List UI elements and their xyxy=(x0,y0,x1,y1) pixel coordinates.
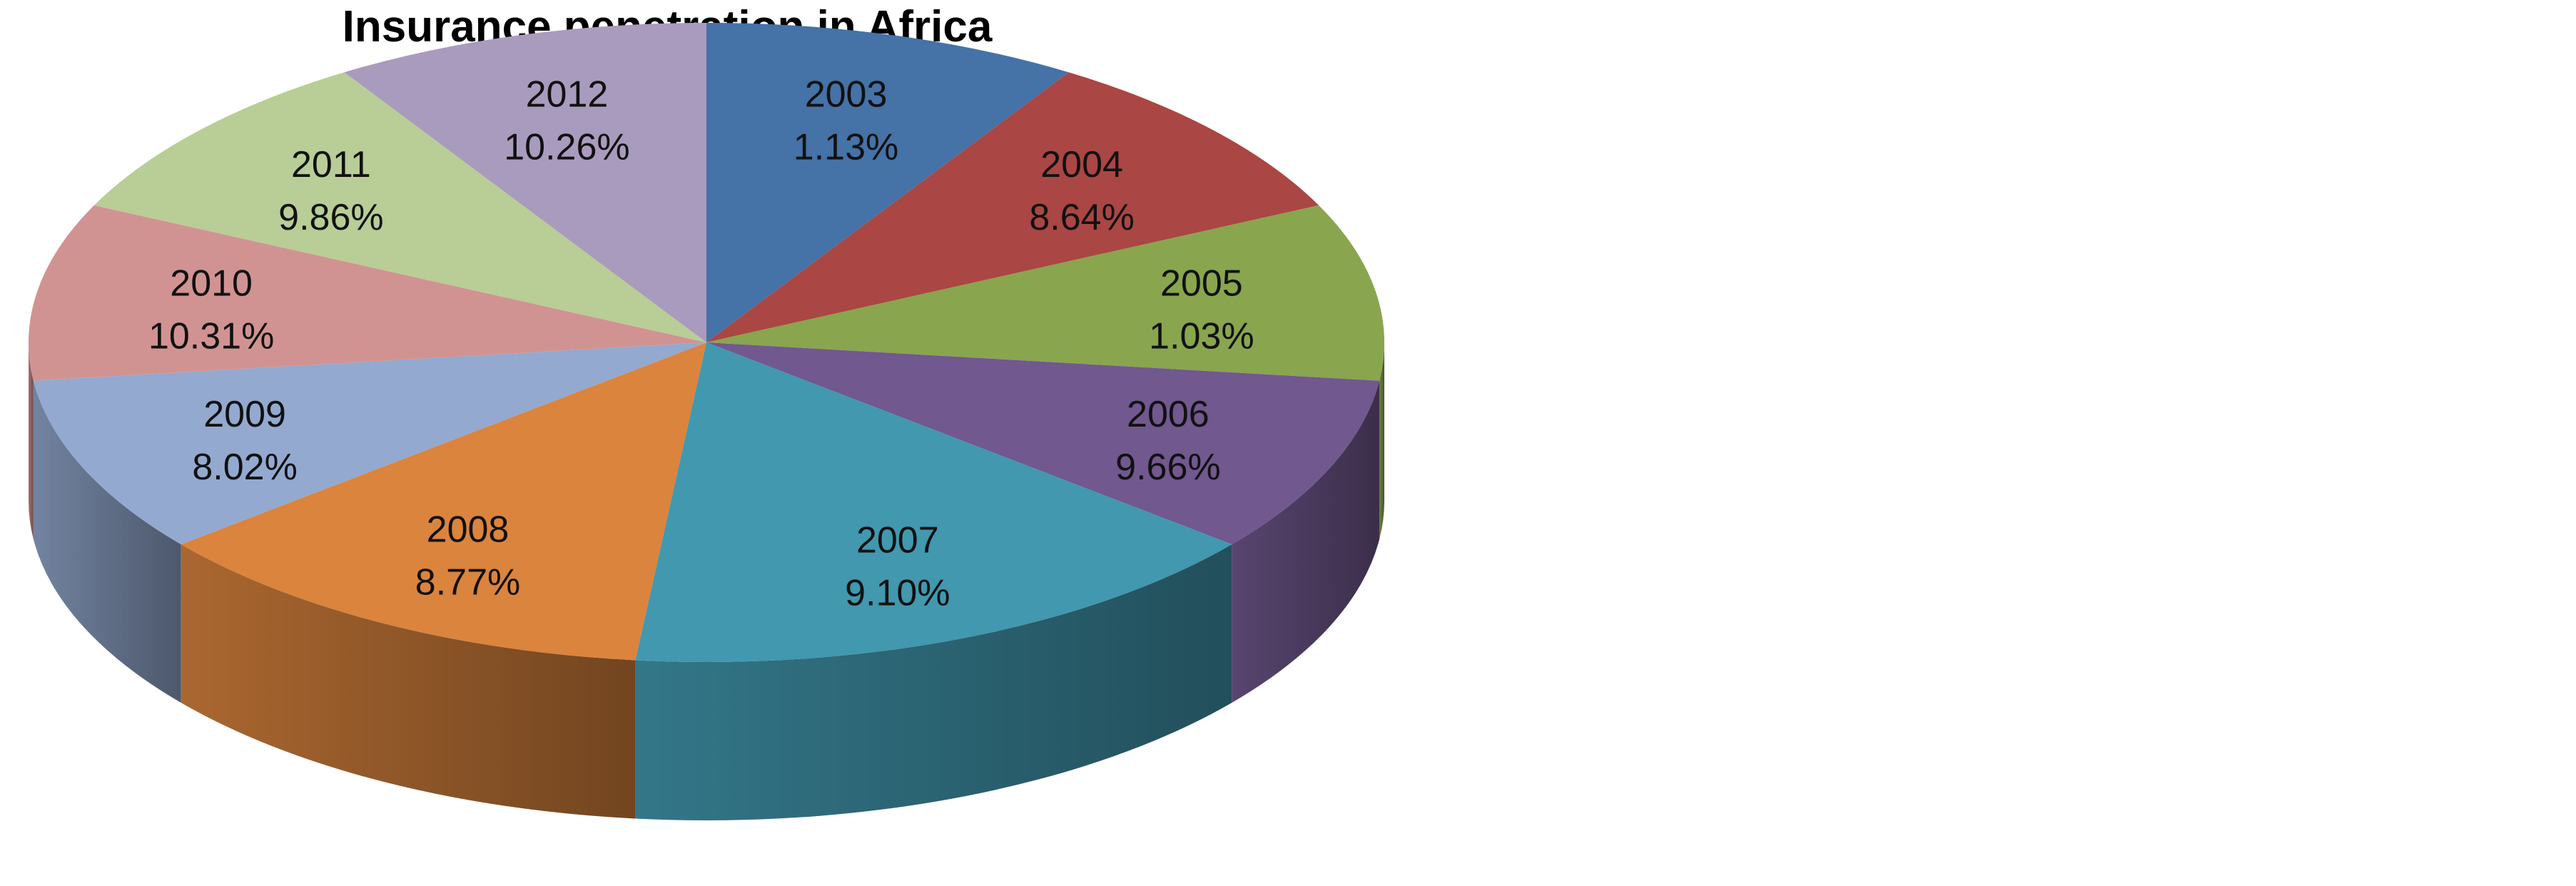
pie-side-2006 xyxy=(1232,380,1380,703)
pie-side-2007 xyxy=(635,544,1232,820)
slice-label-year: 2009 xyxy=(203,394,286,435)
pie-slice-2006 xyxy=(706,342,1380,545)
pie-slice-2003 xyxy=(706,23,1069,342)
pie-slice-2008 xyxy=(181,342,706,661)
slice-label-year: 2005 xyxy=(1160,263,1243,305)
pie-slice-2007 xyxy=(635,342,1232,662)
slice-label-value: 8.77% xyxy=(415,562,520,604)
slice-label-year: 2006 xyxy=(1127,394,1210,435)
slice-label-year: 2011 xyxy=(291,144,371,185)
slice-label-value: 8.64% xyxy=(1029,197,1134,238)
slice-label-year: 2010 xyxy=(170,263,253,305)
slice-label-year: 2012 xyxy=(526,74,609,116)
pie-slice-2012 xyxy=(344,23,706,342)
slice-label-value: 9.66% xyxy=(1115,447,1220,488)
pie-slice-2011 xyxy=(93,72,707,343)
pie-labels: 2003 1.13% 2004 8.64% 2005 1.03% 2006 9.66% 2007… xyxy=(148,74,1254,614)
pie-slice-2004 xyxy=(706,72,1319,343)
slice-label-year: 2008 xyxy=(427,509,509,551)
slice-label-year: 2003 xyxy=(805,74,888,116)
slice-label-value: 1.13% xyxy=(793,127,898,168)
pie-slice-2010 xyxy=(28,205,706,381)
slice-label-value: 9.86% xyxy=(278,197,383,238)
slice-label-value: 9.10% xyxy=(845,573,950,614)
slice-label-year: 2007 xyxy=(856,520,939,561)
pie-side-2008 xyxy=(181,544,636,819)
pie-sides xyxy=(29,342,1384,820)
pie-side-2009 xyxy=(33,380,181,703)
slice-label-value: 8.02% xyxy=(192,447,297,488)
pie-side-2005 xyxy=(1379,342,1384,539)
slice-label-value: 10.31% xyxy=(148,316,274,357)
slice-label-value: 10.26% xyxy=(504,127,629,168)
pie-tops xyxy=(28,23,1384,662)
slice-label-year: 2004 xyxy=(1040,144,1123,185)
pie-side-2010 xyxy=(29,342,34,539)
pie-slice-2005 xyxy=(706,205,1384,381)
slice-label-value: 1.03% xyxy=(1149,316,1254,357)
pie-slice-2009 xyxy=(33,342,707,545)
